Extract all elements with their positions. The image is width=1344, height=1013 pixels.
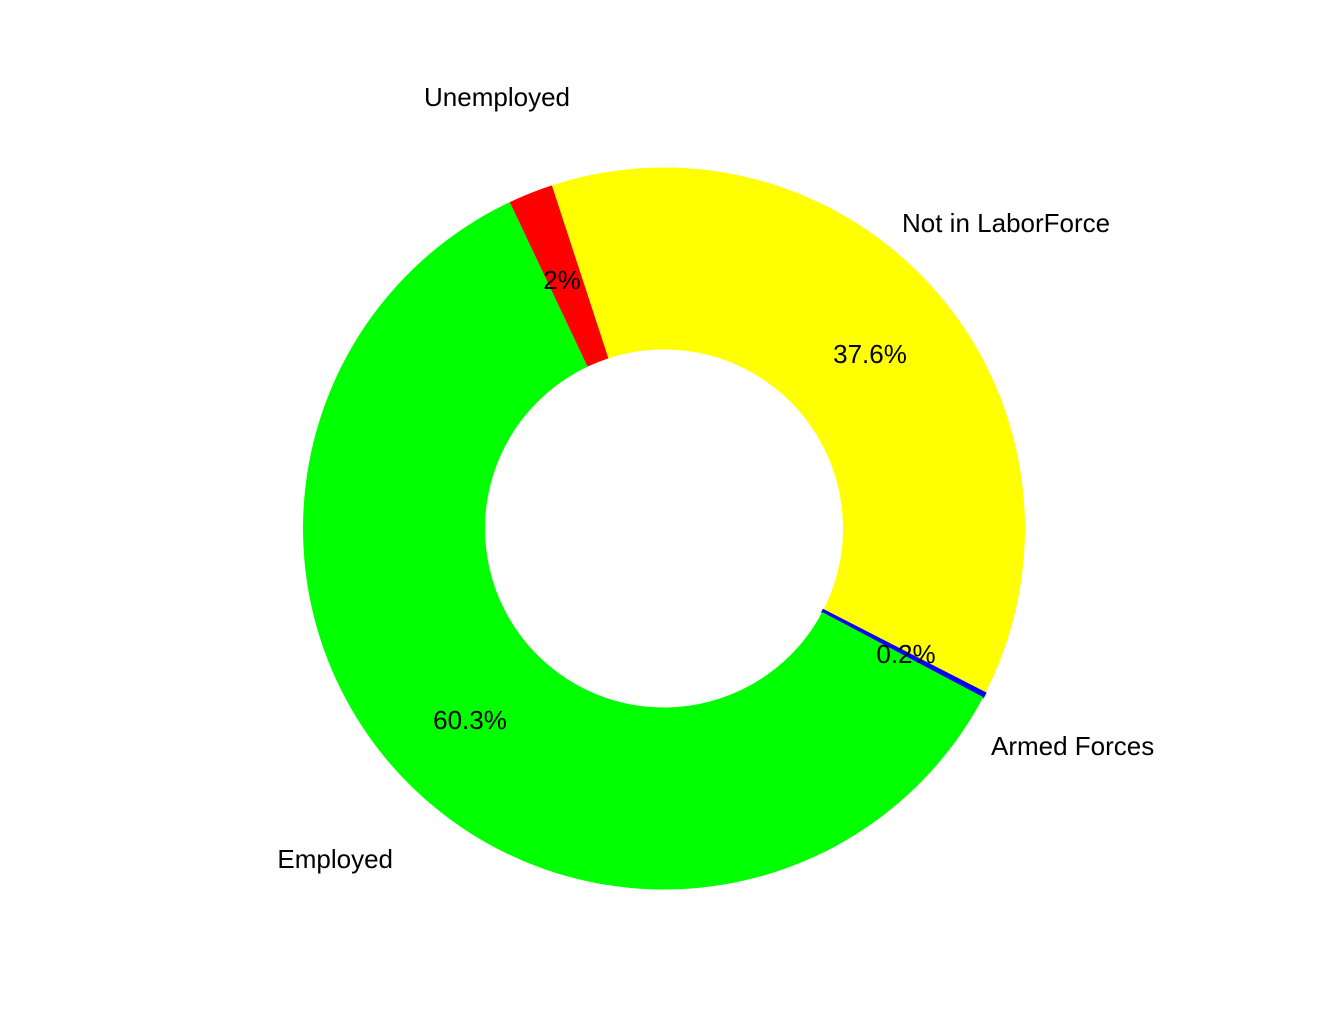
slice-employed: [302, 202, 984, 890]
pct-label-armed-forces: 0.2%: [876, 639, 935, 669]
percentage-labels: 37.6% 0.2% 60.3% 2%: [433, 265, 936, 735]
category-label-unemployed: Unemployed: [424, 82, 570, 112]
pct-label-not-in-laborforce: 37.6%: [833, 339, 907, 369]
category-label-employed: Employed: [277, 844, 393, 874]
category-labels: Not in LaborForce Armed Forces Employed Une…: [277, 82, 1154, 874]
slices-layer: [302, 167, 1025, 890]
pct-label-unemployed: 2%: [543, 265, 581, 295]
slice-unemployed: [509, 185, 609, 367]
slice-not-in-laborforce: [551, 167, 1025, 694]
category-label-not-in-laborforce: Not in LaborForce: [902, 208, 1110, 238]
pct-label-employed: 60.3%: [433, 705, 507, 735]
category-label-armed-forces: Armed Forces: [991, 731, 1154, 761]
